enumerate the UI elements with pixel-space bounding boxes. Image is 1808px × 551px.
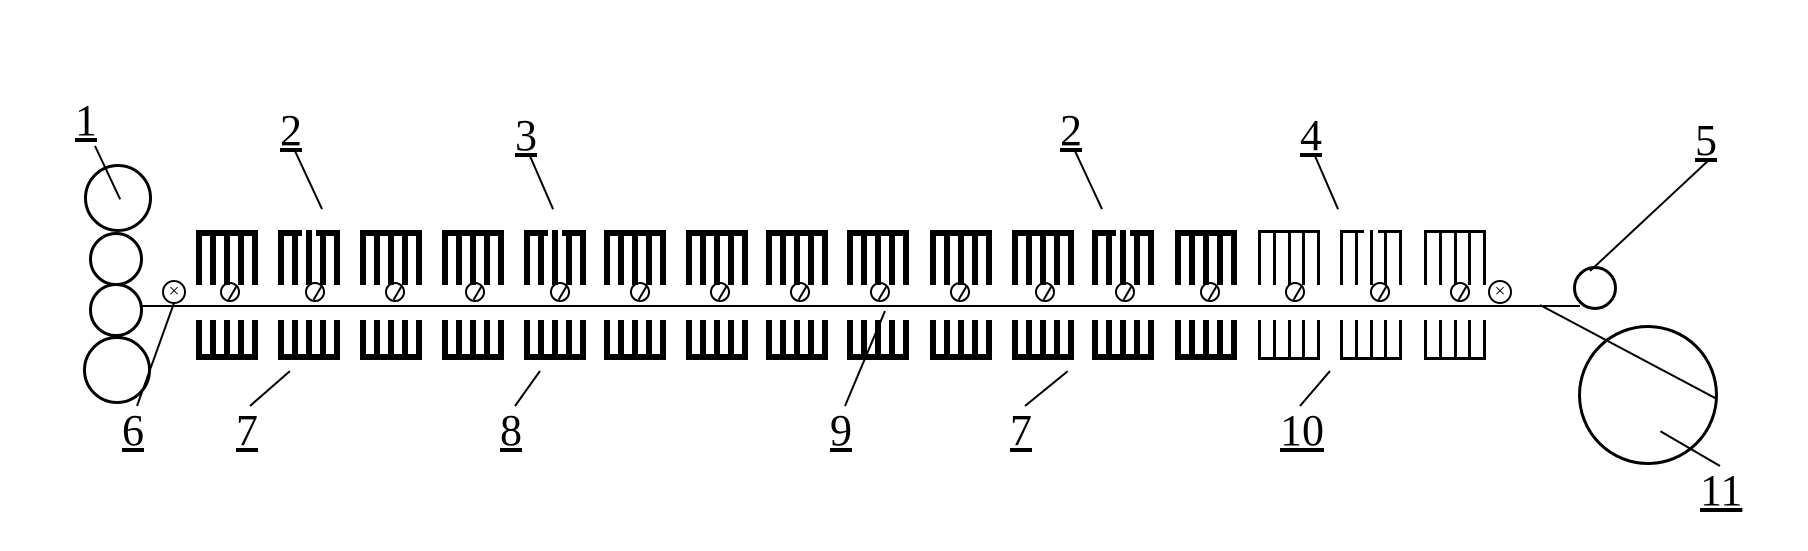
- x-mark: ×: [1488, 280, 1512, 304]
- leader-line: [1024, 370, 1068, 407]
- upper-comb: [442, 230, 504, 285]
- slash-circle: [950, 282, 970, 302]
- callout-label-4: 4: [1300, 110, 1322, 161]
- slash-circle: [1285, 282, 1305, 302]
- leader-line: [1314, 156, 1339, 210]
- leader-line: [294, 151, 323, 210]
- slash-circle: [550, 282, 570, 302]
- callout-label-2a: 2: [280, 105, 302, 156]
- leader-line: [1299, 370, 1331, 406]
- leader-line: [529, 156, 554, 210]
- slash-circle: [1200, 282, 1220, 302]
- lower-comb: [278, 320, 340, 360]
- coiler-small: [1573, 266, 1617, 310]
- lower-comb: [604, 320, 666, 360]
- callout-label-8: 8: [500, 405, 522, 456]
- upper-comb: [847, 230, 909, 285]
- upper-comb: [686, 230, 748, 285]
- lower-comb: [524, 320, 586, 360]
- callout-label-6: 6: [122, 405, 144, 456]
- lower-comb: [442, 320, 504, 360]
- slash-circle: [790, 282, 810, 302]
- upper-comb: [196, 230, 258, 285]
- upper-comb: [1340, 230, 1402, 285]
- upper-comb: [604, 230, 666, 285]
- centerline: [95, 305, 1580, 307]
- leader-line: [1589, 158, 1710, 271]
- lower-comb: [1424, 320, 1486, 360]
- upper-comb: [1012, 230, 1074, 285]
- upper-comb: [278, 230, 340, 285]
- diagram-canvas: × × 1 2 3 2 4 5 6 7 8 9 7 10 11: [0, 0, 1808, 551]
- upper-comb: [1258, 230, 1320, 285]
- lower-comb: [1092, 320, 1154, 360]
- slash-circle: [630, 282, 650, 302]
- slash-circle: [1035, 282, 1055, 302]
- lower-comb: [930, 320, 992, 360]
- lower-comb: [196, 320, 258, 360]
- callout-label-3: 3: [515, 110, 537, 161]
- lower-comb: [360, 320, 422, 360]
- callout-label-1: 1: [75, 95, 97, 146]
- callout-label-2b: 2: [1060, 105, 1082, 156]
- roll-stack-circle: [89, 283, 143, 337]
- lower-comb: [686, 320, 748, 360]
- lower-comb: [766, 320, 828, 360]
- coiler-large: [1578, 325, 1718, 465]
- slash-circle: [385, 282, 405, 302]
- slash-circle: [1115, 282, 1135, 302]
- slash-circle: [870, 282, 890, 302]
- x-mark: ×: [162, 280, 186, 304]
- callout-label-5: 5: [1695, 115, 1717, 166]
- upper-comb: [1424, 230, 1486, 285]
- slash-circle: [1450, 282, 1470, 302]
- leader-line: [1074, 151, 1103, 210]
- callout-label-9: 9: [830, 405, 852, 456]
- upper-comb: [524, 230, 586, 285]
- slash-circle: [710, 282, 730, 302]
- upper-comb: [360, 230, 422, 285]
- lower-comb: [1175, 320, 1237, 360]
- lower-comb: [1258, 320, 1320, 360]
- upper-comb: [766, 230, 828, 285]
- slash-circle: [220, 282, 240, 302]
- leader-line: [249, 370, 290, 406]
- callout-label-7a: 7: [236, 405, 258, 456]
- leader-line: [514, 370, 541, 406]
- upper-comb: [930, 230, 992, 285]
- lower-comb: [1340, 320, 1402, 360]
- upper-comb: [1092, 230, 1154, 285]
- callout-label-10: 10: [1280, 405, 1324, 456]
- callout-label-11: 11: [1700, 465, 1742, 516]
- slash-circle: [305, 282, 325, 302]
- roll-stack-circle: [89, 232, 143, 286]
- lower-comb: [1012, 320, 1074, 360]
- upper-comb: [1175, 230, 1237, 285]
- slash-circle: [465, 282, 485, 302]
- slash-circle: [1370, 282, 1390, 302]
- callout-label-7b: 7: [1010, 405, 1032, 456]
